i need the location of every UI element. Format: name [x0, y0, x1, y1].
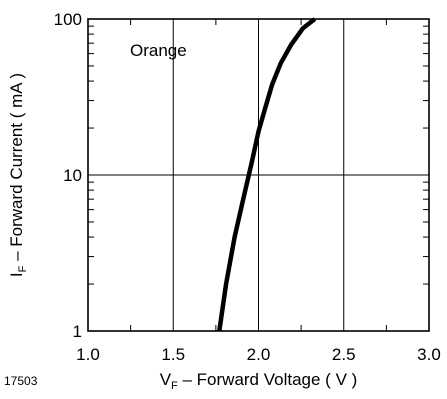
tick-labels: 1.0 1.5 2.0 2.5 3.0 1 10 100 [54, 10, 441, 364]
minor-ticks [88, 19, 429, 331]
x-tick-label: 1.0 [76, 345, 100, 364]
x-axis-title-symbol: V [160, 370, 172, 389]
series-layer [217, 17, 317, 332]
series-annotation-orange: Orange [130, 41, 187, 60]
y-tick-label: 100 [54, 10, 82, 29]
x-axis-title: VF – Forward Voltage ( V ) [160, 370, 358, 392]
x-tick-label: 2.0 [247, 345, 271, 364]
y-axis-title-subscript: F [17, 265, 29, 272]
grid [88, 19, 429, 331]
figure-id: 17503 [4, 374, 38, 388]
x-tick-label: 1.5 [161, 345, 185, 364]
forward-current-curve [217, 17, 317, 332]
y-axis-title-symbol: I [7, 272, 26, 277]
y-axis-title: IF – Forward Current ( mA ) [7, 73, 29, 277]
y-tick-label: 1 [73, 322, 82, 341]
x-axis-title-text: – Forward Voltage ( V ) [178, 370, 358, 389]
x-tick-label: 3.0 [417, 345, 441, 364]
x-tick-label: 2.5 [332, 345, 356, 364]
plot-area-frame [87, 18, 430, 332]
y-axis-title-text: – Forward Current ( mA ) [7, 73, 26, 266]
x-axis-title-subscript: F [171, 380, 178, 392]
y-tick-label: 10 [63, 166, 82, 185]
